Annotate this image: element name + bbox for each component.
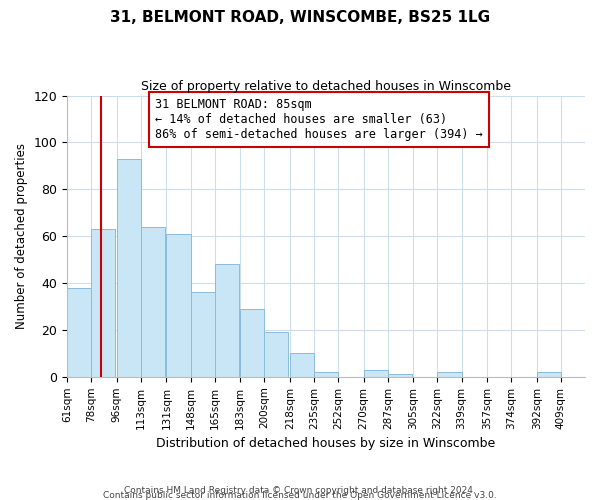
Bar <box>67 288 91 377</box>
Bar <box>215 264 239 377</box>
Text: 31, BELMONT ROAD, WINSCOMBE, BS25 1LG: 31, BELMONT ROAD, WINSCOMBE, BS25 1LG <box>110 10 490 25</box>
Bar <box>290 354 314 377</box>
Bar <box>166 234 191 377</box>
Bar <box>537 372 561 377</box>
Title: Size of property relative to detached houses in Winscombe: Size of property relative to detached ho… <box>141 80 511 93</box>
Bar <box>388 374 412 377</box>
Bar <box>191 292 215 377</box>
X-axis label: Distribution of detached houses by size in Winscombe: Distribution of detached houses by size … <box>157 437 496 450</box>
Bar <box>364 370 388 377</box>
Bar <box>265 332 289 377</box>
Bar <box>91 229 115 377</box>
Text: Contains public sector information licensed under the Open Government Licence v3: Contains public sector information licen… <box>103 490 497 500</box>
Y-axis label: Number of detached properties: Number of detached properties <box>15 143 28 329</box>
Bar <box>117 159 141 377</box>
Text: 31 BELMONT ROAD: 85sqm
← 14% of detached houses are smaller (63)
86% of semi-det: 31 BELMONT ROAD: 85sqm ← 14% of detached… <box>155 98 483 142</box>
Bar <box>240 309 265 377</box>
Text: Contains HM Land Registry data © Crown copyright and database right 2024.: Contains HM Land Registry data © Crown c… <box>124 486 476 495</box>
Bar <box>437 372 461 377</box>
Bar <box>314 372 338 377</box>
Bar <box>141 227 165 377</box>
